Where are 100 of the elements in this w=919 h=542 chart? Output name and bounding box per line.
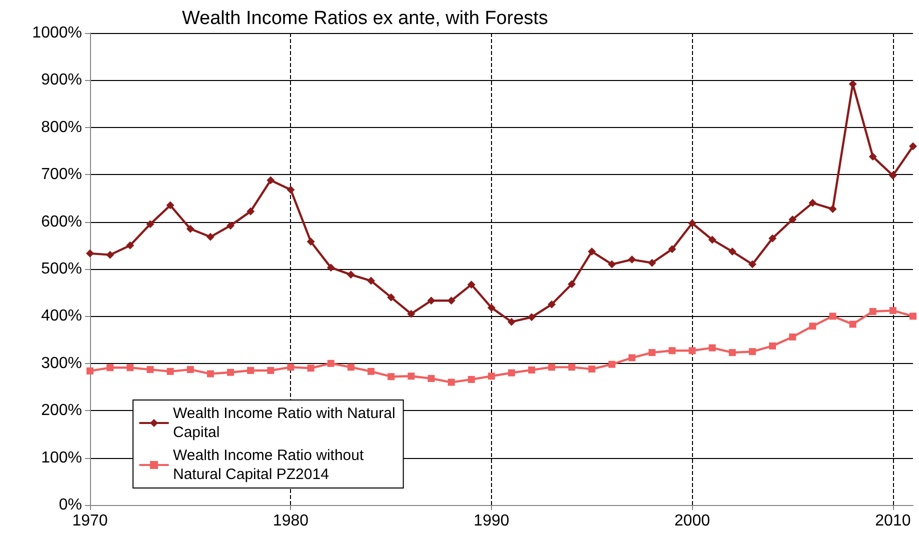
point	[728, 248, 736, 256]
point	[86, 367, 94, 374]
x-tick-label: 2010	[875, 512, 911, 530]
point	[768, 342, 776, 350]
point	[146, 366, 154, 374]
point	[246, 207, 255, 216]
point	[408, 372, 415, 380]
point	[367, 276, 376, 285]
y-tick-label: 200%	[41, 402, 82, 420]
point	[528, 313, 536, 322]
point	[186, 224, 194, 233]
point	[427, 296, 436, 305]
point	[206, 370, 214, 378]
point	[869, 308, 876, 315]
point	[247, 366, 254, 374]
point	[828, 205, 837, 214]
point	[528, 366, 536, 374]
point	[508, 318, 516, 326]
point	[206, 232, 214, 241]
point	[808, 198, 817, 207]
point	[608, 260, 616, 268]
point	[186, 366, 194, 374]
point	[688, 347, 696, 354]
point	[448, 378, 455, 386]
legend-label: Wealth Income Ratio without Natural Capital PZ2014	[173, 447, 364, 483]
point	[388, 373, 395, 380]
point	[326, 264, 335, 272]
point	[588, 366, 596, 373]
point	[286, 186, 295, 194]
point	[848, 80, 857, 88]
point	[668, 245, 676, 254]
point	[86, 249, 94, 258]
point	[648, 258, 656, 267]
point	[668, 347, 676, 354]
point	[628, 256, 636, 264]
point	[708, 344, 716, 352]
point	[227, 368, 234, 376]
point	[166, 368, 174, 375]
point	[588, 248, 596, 256]
point	[809, 322, 816, 330]
point	[467, 280, 476, 289]
point	[788, 215, 797, 224]
y-tick-label: 600%	[41, 213, 82, 230]
point	[888, 172, 897, 180]
point	[407, 310, 416, 318]
y-tick-label: 400%	[41, 308, 82, 325]
point	[126, 241, 134, 250]
point	[909, 142, 917, 150]
y-tick-label: 1000%	[32, 24, 82, 42]
point	[166, 201, 174, 210]
point	[447, 296, 456, 305]
point	[829, 312, 836, 320]
point	[487, 304, 496, 312]
point	[849, 320, 856, 328]
point	[267, 366, 274, 374]
point	[568, 280, 576, 288]
point	[387, 293, 396, 302]
x-tick-label: 1980	[272, 512, 309, 530]
point	[347, 364, 354, 371]
x-tick-label: 1990	[474, 512, 510, 530]
y-tick-label: 500%	[41, 260, 82, 278]
point	[768, 234, 776, 242]
y-tick-label: 800%	[41, 118, 82, 136]
point	[708, 236, 716, 244]
point	[728, 349, 736, 356]
point	[789, 333, 796, 340]
point	[628, 354, 636, 362]
point	[346, 270, 355, 279]
point	[428, 375, 435, 382]
point	[468, 376, 475, 383]
point	[508, 369, 516, 376]
legend-label: Wealth Income Ratio with Natural Capital	[173, 405, 396, 441]
point	[226, 222, 235, 230]
point	[748, 260, 756, 268]
x-tick-label: 2000	[674, 512, 710, 530]
point	[306, 238, 315, 246]
point	[548, 364, 556, 371]
point	[287, 364, 294, 371]
point	[648, 349, 656, 356]
point	[307, 364, 314, 372]
point	[548, 300, 556, 308]
point	[106, 364, 114, 372]
point	[868, 152, 877, 161]
y-tick-label: 0%	[58, 496, 82, 514]
point	[327, 360, 334, 367]
x-tick-label: 1970	[72, 512, 108, 530]
point	[608, 360, 616, 368]
point	[368, 368, 375, 375]
point	[748, 348, 756, 356]
y-tick-label: 900%	[41, 72, 82, 89]
point	[688, 219, 696, 228]
y-tick-label: 300%	[41, 354, 82, 372]
point	[910, 312, 916, 320]
point	[889, 307, 896, 314]
point	[488, 372, 495, 380]
point	[106, 250, 114, 259]
point	[146, 220, 154, 228]
point	[266, 176, 275, 184]
y-tick-label: 700%	[41, 166, 82, 184]
point	[568, 364, 576, 371]
